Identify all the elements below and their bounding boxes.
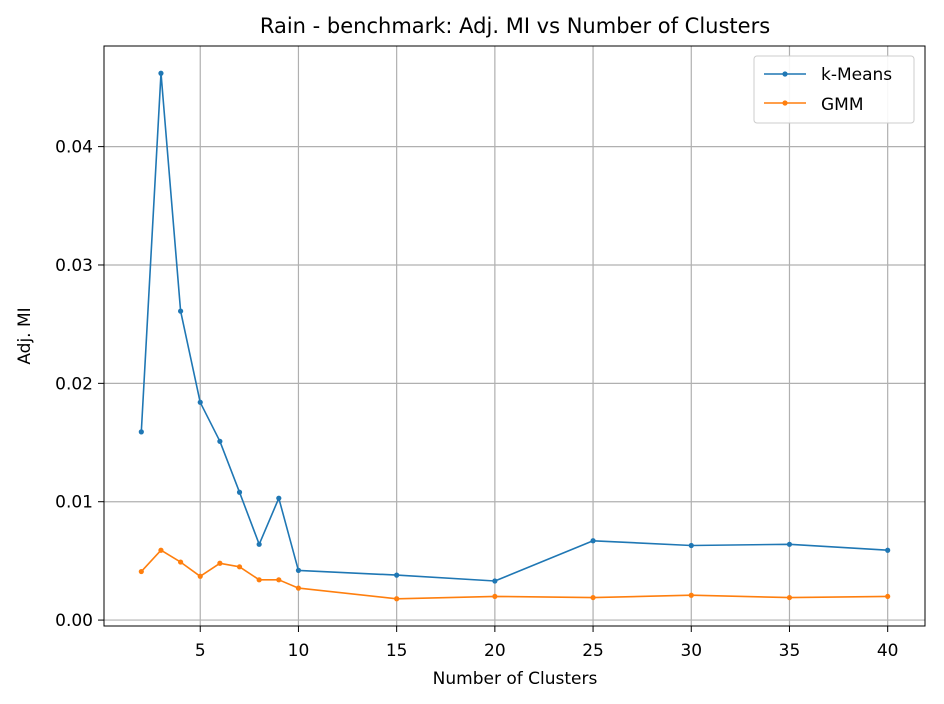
legend-marker-gmm xyxy=(782,100,788,106)
data-point-gmm xyxy=(158,547,164,553)
data-point-k-means xyxy=(217,438,223,444)
legend: k-Means GMM xyxy=(753,55,915,124)
x-tick-label: 30 xyxy=(680,641,702,661)
y-tick-label: 0.03 xyxy=(55,256,93,276)
y-axis-label: Adj. MI xyxy=(15,307,35,364)
series-layer xyxy=(138,70,891,602)
data-point-k-means xyxy=(590,538,596,544)
x-tick-label: 25 xyxy=(582,641,604,661)
data-point-k-means xyxy=(394,572,400,578)
data-point-gmm xyxy=(217,560,223,566)
data-point-gmm xyxy=(138,568,144,575)
data-point-k-means xyxy=(295,567,302,573)
data-point-gmm xyxy=(295,585,302,591)
chart-title: Rain - benchmark: Adj. MI vs Number of C… xyxy=(260,14,770,38)
data-point-k-means xyxy=(178,308,184,314)
data-point-gmm xyxy=(590,594,596,601)
x-axis-label: Number of Clusters xyxy=(433,669,598,689)
y-tick-label: 0.02 xyxy=(55,374,93,394)
data-point-k-means xyxy=(885,547,891,553)
x-tick-label: 10 xyxy=(288,641,310,661)
data-point-k-means xyxy=(138,429,144,435)
data-point-gmm xyxy=(492,593,498,600)
data-point-k-means xyxy=(256,541,262,547)
grid xyxy=(104,46,925,626)
x-tick-label: 40 xyxy=(877,641,899,661)
data-point-k-means xyxy=(786,541,793,547)
x-tick-label: 20 xyxy=(484,641,506,661)
data-point-k-means xyxy=(276,495,282,501)
y-tick-label: 0.01 xyxy=(55,493,93,513)
data-point-gmm xyxy=(885,593,891,600)
data-point-gmm xyxy=(256,577,262,583)
data-point-gmm xyxy=(197,573,203,579)
data-point-k-means xyxy=(492,578,498,584)
plot-frame xyxy=(103,45,926,627)
ticks: 5 10 15 20 25 30 35 40 0.00 0.01 0.02 0.03 0.04 xyxy=(55,138,898,661)
data-point-gmm xyxy=(236,564,243,570)
data-point-gmm xyxy=(276,577,282,583)
legend-box xyxy=(753,55,915,124)
data-point-k-means xyxy=(688,542,694,549)
data-point-gmm xyxy=(394,596,400,602)
data-point-k-means xyxy=(158,70,164,76)
data-point-gmm xyxy=(786,594,793,601)
y-tick-label: 0.04 xyxy=(55,138,93,158)
legend-label-gmm: GMM xyxy=(821,95,864,115)
data-point-k-means xyxy=(236,489,243,495)
data-point-gmm xyxy=(178,559,184,565)
data-point-k-means xyxy=(197,399,203,405)
legend-marker-k-means xyxy=(782,71,788,77)
x-tick-label: 35 xyxy=(779,641,801,661)
y-tick-label: 0.00 xyxy=(55,611,93,631)
legend-label-k-means: k-Means xyxy=(821,65,892,85)
data-point-gmm xyxy=(688,592,694,598)
x-tick-label: 15 xyxy=(386,641,408,661)
x-tick-label: 5 xyxy=(195,641,206,661)
